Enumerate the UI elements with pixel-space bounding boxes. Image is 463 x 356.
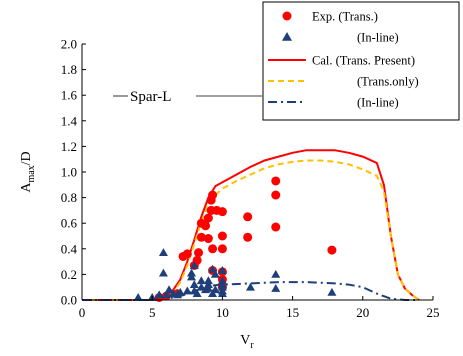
exp-trans-point — [217, 207, 227, 217]
exp-inline-point — [175, 287, 185, 296]
ticks-layer: 0 5 10 15 20 25 0.0 0.2 0.4 0.6 0.8 1.0 1.2 1.4 1.6 1.8… — [61, 37, 440, 321]
series-line-path — [82, 281, 419, 301]
exp-inline-point — [271, 283, 281, 292]
annotation-label: Spar-L — [130, 89, 171, 105]
x-axis-title-sub: r — [250, 340, 254, 351]
exp-inline-point — [182, 286, 192, 295]
exp-trans-point — [203, 234, 213, 244]
exp-inline-point — [192, 289, 202, 297]
y-tick-label: 0.6 — [61, 216, 78, 231]
exp-inline-point — [271, 269, 281, 278]
exp-inline-point — [217, 266, 227, 274]
x-tick-label: 25 — [427, 305, 440, 320]
exp-trans-point — [327, 245, 337, 255]
legend-label: (In-line) — [357, 31, 399, 45]
series-line-path — [82, 149, 420, 301]
legend-label: Cal. (Trans. Present) — [312, 54, 415, 68]
legend-label: (Trans.only) — [357, 75, 419, 89]
y-tick-label: 1.4 — [61, 113, 78, 128]
legend-entry-0: Exp. (Trans.) — [282, 10, 378, 24]
x-tick-label: 0 — [79, 305, 86, 320]
exp-inline-point — [203, 276, 213, 285]
y-tick-label: 1.6 — [61, 88, 78, 103]
exp-trans-point — [201, 221, 211, 231]
exp-trans-point — [196, 232, 206, 242]
series-exp-trans-points — [154, 176, 337, 302]
legend-label: Exp. (Trans.) — [312, 10, 378, 24]
x-tick-label: 5 — [149, 305, 156, 320]
exp-trans-point — [271, 176, 281, 186]
series-line-3 — [82, 159, 420, 301]
exp-trans-point — [243, 212, 253, 222]
y-axis-title-sub: max — [26, 165, 37, 182]
exp-inline-point — [245, 282, 255, 291]
legend-symbol-circle — [282, 11, 292, 21]
plot-area: 0 5 10 15 20 25 0.0 0.2 0.4 0.6 0.8 1.0 1.2 1.4 1.6 1.8… — [61, 37, 440, 321]
legend-symbol-triangle — [282, 32, 292, 41]
x-tick-label: 20 — [356, 305, 369, 320]
exp-trans-point — [243, 232, 253, 242]
exp-inline-point — [327, 287, 337, 296]
exp-inline-point — [164, 285, 174, 294]
exp-trans-point — [203, 213, 213, 223]
exp-trans-point — [208, 190, 218, 200]
exp-inline-point — [189, 260, 199, 269]
y-axis-title-main: A — [19, 182, 34, 193]
y-tick-label: 1.8 — [61, 62, 77, 77]
exp-trans-point — [194, 248, 204, 258]
exp-inline-point — [210, 269, 220, 278]
exp-inline-point — [158, 268, 168, 277]
legend-label: (In-line) — [357, 96, 399, 110]
exp-inline-point — [210, 285, 220, 294]
exp-inline-point — [154, 290, 164, 299]
y-tick-label: 1.2 — [61, 139, 77, 154]
annotation: Spar-L — [113, 89, 262, 105]
exp-trans-point — [208, 244, 218, 254]
exp-inline-point — [196, 282, 206, 291]
exp-trans-point — [271, 190, 281, 200]
exp-trans-point — [182, 249, 192, 259]
exp-inline-point — [161, 290, 171, 299]
series-exp-inline-points — [133, 248, 337, 301]
x-axis-title-main: V — [240, 333, 250, 348]
exp-inline-point — [133, 292, 143, 301]
exp-inline-point — [217, 276, 227, 285]
y-tick-label: 0.0 — [61, 293, 77, 308]
y-tick-label: 0.8 — [61, 190, 77, 205]
y-tick-label: 0.2 — [61, 267, 77, 282]
legend: Exp. (Trans.) (In-line) Cal. (Trans. Prese… — [262, 1, 460, 121]
legend-entry-3: (Trans.only) — [268, 75, 419, 89]
exp-trans-point — [217, 244, 227, 254]
series-line-path — [82, 159, 420, 301]
y-tick-label: 2.0 — [61, 37, 77, 52]
series-line-4 — [82, 281, 419, 301]
exp-inline-point — [187, 272, 197, 281]
x-axis-title: Vr — [240, 333, 254, 351]
exp-inline-point — [189, 280, 199, 289]
y-tick-label: 0.4 — [61, 241, 78, 256]
y-axis-title-suffix: /D — [19, 151, 34, 165]
exp-inline-point — [196, 276, 206, 285]
legend-entry-4: (In-line) — [268, 96, 399, 110]
series-layer — [82, 149, 420, 302]
exp-trans-point — [217, 231, 227, 241]
series-line-2 — [82, 149, 420, 301]
legend-entry-1: (In-line) — [282, 31, 399, 45]
y-axis-title: Amax/D — [19, 151, 37, 192]
x-tick-label: 10 — [216, 305, 229, 320]
exp-inline-point — [158, 248, 168, 257]
y-tick-label: 1.0 — [61, 165, 77, 180]
legend-entry-2: Cal. (Trans. Present) — [268, 54, 415, 68]
x-tick-label: 15 — [286, 305, 299, 320]
exp-trans-point — [271, 222, 281, 232]
exp-inline-point — [208, 264, 218, 273]
